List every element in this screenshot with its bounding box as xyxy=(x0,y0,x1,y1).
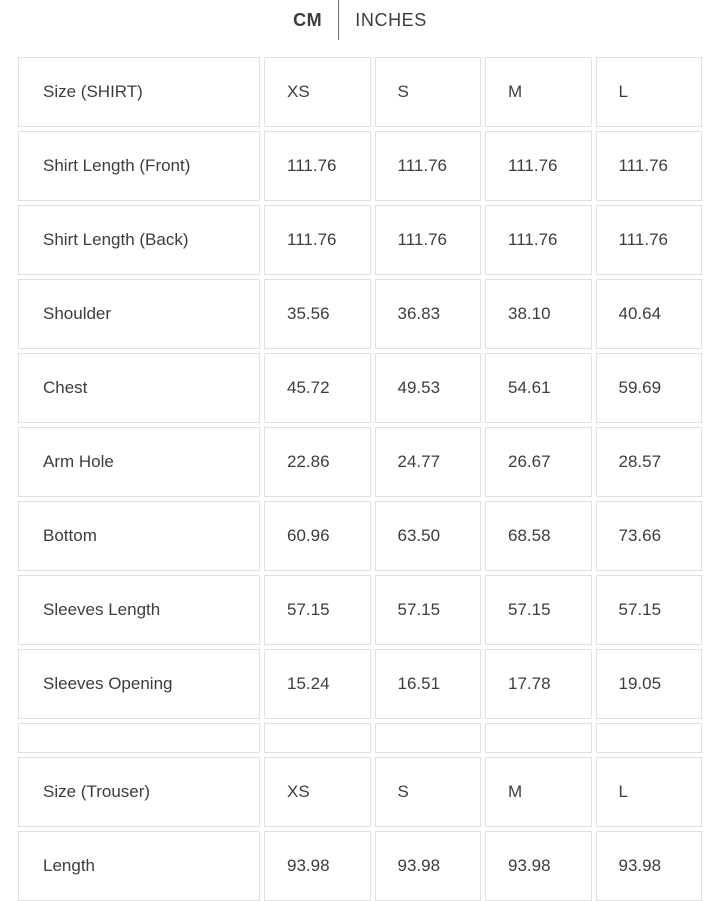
value-cell: 57.15 xyxy=(374,575,481,645)
value-cell: 111.76 xyxy=(264,131,371,201)
table-row: Size (Trouser) XS S M L xyxy=(18,757,702,827)
table-row: Length 93.98 93.98 93.98 93.98 xyxy=(18,831,702,901)
tab-divider xyxy=(338,0,340,40)
value-cell: 73.66 xyxy=(595,501,702,571)
value-cell: XS xyxy=(264,757,371,827)
row-label-cell: Size (Trouser) xyxy=(18,757,260,827)
value-cell: 54.61 xyxy=(485,353,592,423)
value-cell: 93.98 xyxy=(595,831,702,901)
size-chart-table: Size (SHIRT) XS S M L Shirt Length (Front) 111… xyxy=(18,57,702,901)
row-label-cell: Sleeves Length xyxy=(18,575,260,645)
value-cell xyxy=(595,723,702,753)
value-cell: XS xyxy=(264,57,371,127)
row-label-cell: Shirt Length (Back) xyxy=(18,205,260,275)
value-cell: M xyxy=(485,57,592,127)
value-cell: 63.50 xyxy=(374,501,481,571)
row-label-cell: Sleeves Opening xyxy=(18,649,260,719)
value-cell: 68.58 xyxy=(485,501,592,571)
value-cell: 111.76 xyxy=(374,131,481,201)
value-cell: 35.56 xyxy=(264,279,371,349)
tab-inches[interactable]: INCHES xyxy=(355,10,427,30)
value-cell: 93.98 xyxy=(264,831,371,901)
value-cell: 111.76 xyxy=(374,205,481,275)
value-cell: S xyxy=(374,757,481,827)
value-cell: 22.86 xyxy=(264,427,371,497)
value-cell: 60.96 xyxy=(264,501,371,571)
value-cell: 111.76 xyxy=(485,205,592,275)
value-cell xyxy=(374,723,481,753)
value-cell: 57.15 xyxy=(485,575,592,645)
row-label-cell xyxy=(18,723,260,753)
value-cell: 57.15 xyxy=(264,575,371,645)
table-row: Arm Hole 22.86 24.77 26.67 28.57 xyxy=(18,427,702,497)
value-cell: L xyxy=(595,757,702,827)
value-cell: 28.57 xyxy=(595,427,702,497)
tab-cm[interactable]: CM xyxy=(293,10,323,30)
unit-toggle: CM INCHES xyxy=(0,0,720,40)
row-label-cell: Shoulder xyxy=(18,279,260,349)
value-cell: S xyxy=(374,57,481,127)
row-label-cell: Chest xyxy=(18,353,260,423)
value-cell xyxy=(264,723,371,753)
table-row: Shoulder 35.56 36.83 38.10 40.64 xyxy=(18,279,702,349)
row-label-cell: Shirt Length (Front) xyxy=(18,131,260,201)
row-label-cell: Arm Hole xyxy=(18,427,260,497)
row-label-cell: Size (SHIRT) xyxy=(18,57,260,127)
value-cell: 17.78 xyxy=(485,649,592,719)
table-row xyxy=(18,723,702,753)
value-cell: 16.51 xyxy=(374,649,481,719)
value-cell: 93.98 xyxy=(374,831,481,901)
value-cell: 26.67 xyxy=(485,427,592,497)
value-cell: 49.53 xyxy=(374,353,481,423)
value-cell: 93.98 xyxy=(485,831,592,901)
value-cell xyxy=(485,723,592,753)
row-label-cell: Bottom xyxy=(18,501,260,571)
value-cell: 24.77 xyxy=(374,427,481,497)
value-cell: L xyxy=(595,57,702,127)
table-row: Sleeves Length 57.15 57.15 57.15 57.15 xyxy=(18,575,702,645)
table-row: Shirt Length (Back) 111.76 111.76 111.76 111… xyxy=(18,205,702,275)
value-cell: 45.72 xyxy=(264,353,371,423)
value-cell: 19.05 xyxy=(595,649,702,719)
table-row: Sleeves Opening 15.24 16.51 17.78 19.05 xyxy=(18,649,702,719)
value-cell: 57.15 xyxy=(595,575,702,645)
table-row: Bottom 60.96 63.50 68.58 73.66 xyxy=(18,501,702,571)
value-cell: 15.24 xyxy=(264,649,371,719)
value-cell: 59.69 xyxy=(595,353,702,423)
value-cell: 40.64 xyxy=(595,279,702,349)
table-row: Size (SHIRT) XS S M L xyxy=(18,57,702,127)
row-label-cell: Length xyxy=(18,831,260,901)
value-cell: 38.10 xyxy=(485,279,592,349)
value-cell: 111.76 xyxy=(595,205,702,275)
table-row: Chest 45.72 49.53 54.61 59.69 xyxy=(18,353,702,423)
value-cell: 111.76 xyxy=(264,205,371,275)
value-cell: 36.83 xyxy=(374,279,481,349)
table-row: Shirt Length (Front) 111.76 111.76 111.76 11… xyxy=(18,131,702,201)
value-cell: M xyxy=(485,757,592,827)
value-cell: 111.76 xyxy=(485,131,592,201)
value-cell: 111.76 xyxy=(595,131,702,201)
